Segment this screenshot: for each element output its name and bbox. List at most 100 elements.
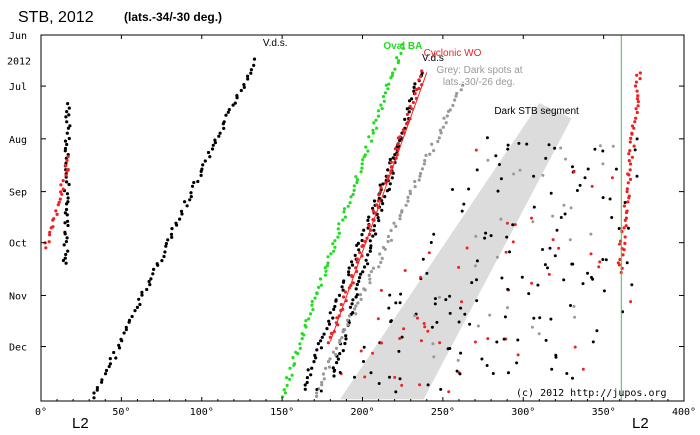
data-point [65, 180, 69, 184]
y-axis: Jun Jul Aug Sep Oct Nov Dec [9, 31, 684, 354]
x-tick-label: 0° [35, 407, 47, 418]
data-point [249, 71, 253, 75]
data-point [317, 285, 321, 289]
data-point [351, 311, 355, 315]
data-point [375, 126, 379, 130]
data-point [426, 329, 430, 333]
data-point [544, 156, 548, 160]
data-point [369, 371, 373, 375]
data-point [338, 371, 342, 374]
data-point [602, 289, 606, 293]
data-point [462, 202, 466, 206]
data-point [381, 202, 385, 206]
data-point [231, 103, 235, 107]
data-point [635, 174, 639, 178]
data-point [100, 380, 104, 384]
data-point [530, 281, 534, 285]
data-point [356, 301, 360, 305]
data-point [343, 215, 347, 219]
data-point [628, 162, 633, 166]
data-point [367, 135, 371, 139]
data-point [388, 375, 391, 379]
data-point [381, 95, 386, 99]
data-point [103, 372, 108, 376]
data-point [591, 277, 595, 281]
data-point [399, 292, 403, 296]
data-point [638, 71, 642, 75]
data-point [336, 357, 340, 361]
data-point [530, 216, 533, 220]
data-point [64, 164, 68, 168]
data-point [313, 296, 317, 300]
data-point [65, 142, 69, 147]
data-point [235, 94, 239, 98]
data-point [429, 241, 433, 244]
data-point [328, 357, 332, 361]
data-point [601, 149, 605, 153]
data-point [598, 260, 602, 264]
data-point [459, 88, 463, 92]
data-point [315, 394, 319, 398]
data-point [475, 168, 479, 172]
data-point [54, 209, 58, 213]
data-point [360, 233, 364, 237]
data-point [337, 293, 342, 297]
data-point [218, 131, 222, 135]
data-point [593, 147, 597, 151]
data-point [380, 341, 383, 345]
data-point [337, 231, 341, 235]
annotation-label: Grey: Dark spots at [436, 65, 522, 76]
data-point [92, 391, 96, 395]
data-point [315, 388, 319, 391]
data-point [525, 142, 529, 146]
data-point [329, 252, 333, 256]
data-point [354, 312, 358, 316]
data-point [595, 329, 599, 333]
data-point [505, 235, 509, 239]
data-point [57, 200, 61, 204]
data-point [448, 311, 452, 315]
data-point [67, 113, 71, 117]
data-point [66, 155, 70, 159]
data-point [332, 249, 336, 253]
data-point [66, 196, 70, 200]
data-point [290, 373, 294, 377]
data-point [336, 235, 340, 239]
annotation-label: lats.-30/-26 deg. [443, 77, 515, 88]
data-point [246, 77, 250, 81]
data-point [420, 69, 424, 73]
data-point [183, 200, 187, 204]
data-point [364, 258, 368, 262]
data-point [242, 83, 246, 87]
data-point [347, 270, 351, 274]
data-point [562, 278, 566, 282]
data-point [506, 147, 510, 151]
data-point [630, 131, 634, 135]
data-point [359, 297, 363, 301]
data-point [107, 364, 111, 369]
data-point [63, 146, 68, 151]
data-point [457, 265, 461, 269]
x-axis-name-right: L2 [632, 415, 649, 432]
data-point [389, 160, 393, 164]
data-point [386, 87, 390, 91]
data-point [122, 331, 126, 335]
data-point [413, 91, 417, 96]
data-point [66, 223, 70, 228]
data-point [137, 297, 141, 301]
data-point [489, 234, 493, 238]
data-point [518, 168, 522, 172]
data-point [485, 136, 489, 140]
data-point [374, 118, 378, 122]
credit-text: (c) 2012 http://jupos.org [516, 388, 667, 399]
data-point [623, 201, 627, 204]
data-point [532, 205, 536, 209]
data-point [355, 293, 359, 297]
x-tick-label: 50° [112, 407, 130, 418]
data-point [376, 114, 381, 118]
data-point [448, 108, 452, 112]
data-point [628, 177, 633, 181]
data-point [632, 144, 636, 148]
data-point [61, 187, 65, 191]
